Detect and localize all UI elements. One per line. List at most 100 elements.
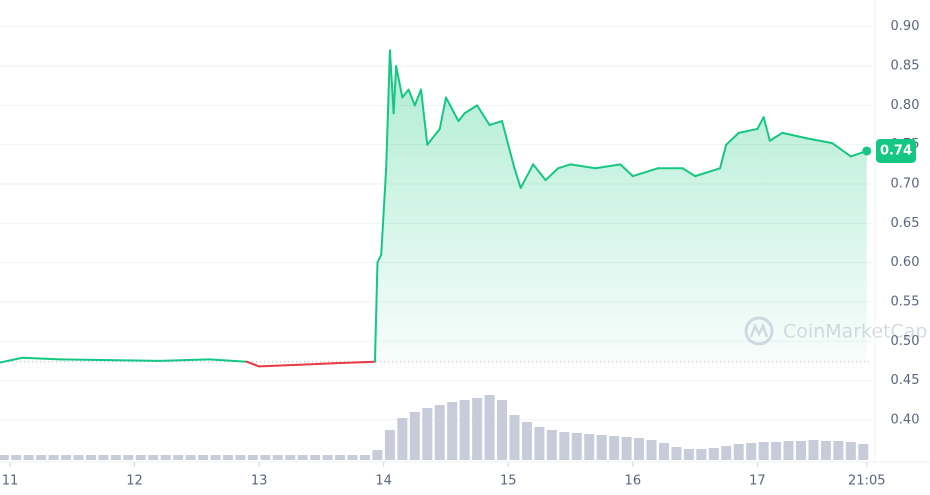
x-tick-label: 17	[749, 474, 766, 489]
price-line-segment	[438, 96, 447, 130]
volume-bar	[658, 443, 669, 460]
volume-bar	[210, 455, 221, 460]
line-layer	[0, 49, 872, 368]
volume-bar	[733, 444, 744, 460]
price-line-segment	[544, 167, 560, 182]
price-line-segment	[413, 88, 423, 107]
volume-bar	[73, 455, 84, 460]
price-line-segment	[0, 356, 24, 364]
volume-bar	[123, 455, 134, 460]
volume-bar	[634, 438, 645, 460]
price-line-segment	[513, 167, 522, 189]
y-tick-label: 0.70	[891, 177, 920, 192]
volume-bar	[484, 395, 495, 460]
price-line-segment	[594, 163, 622, 170]
y-tick-label: 0.60	[891, 255, 920, 270]
price-line-segment	[719, 143, 728, 170]
y-tick-label: 0.50	[891, 334, 920, 349]
price-line-segment	[395, 65, 404, 99]
volume-bar	[397, 418, 408, 460]
volume-bar	[808, 440, 819, 460]
price-line-segment	[831, 142, 852, 158]
volume-bar	[422, 408, 433, 460]
volume-bar	[247, 455, 258, 460]
price-line-segment	[380, 167, 388, 256]
current-price-dot	[862, 146, 872, 156]
volume-bar	[833, 441, 844, 460]
volume-bar	[260, 455, 271, 460]
volume-bar	[447, 402, 458, 460]
volume-bar	[272, 455, 283, 460]
price-line-segment	[631, 167, 659, 178]
price-line-segment	[463, 104, 479, 115]
volume-bar	[310, 455, 321, 460]
price-line-segment	[557, 163, 572, 170]
y-tick-label: 0.55	[891, 294, 920, 309]
volume-bar	[297, 455, 308, 460]
volume-bar	[858, 444, 869, 460]
volume-bar	[434, 405, 445, 460]
y-tick-label: 0.40	[891, 412, 920, 427]
x-tick-label: 16	[625, 474, 642, 489]
watermark-logo-mark	[749, 322, 769, 338]
volume-bar	[683, 449, 694, 460]
watermark-logo	[744, 316, 774, 346]
volume-bar	[11, 455, 22, 460]
volume-bar	[0, 455, 9, 460]
volume-bar	[347, 455, 358, 460]
y-tick-label: 0.80	[891, 98, 920, 113]
volume-bar	[795, 441, 806, 460]
volume-bar	[409, 412, 420, 460]
volume-bar	[820, 441, 831, 460]
volume-bar	[671, 447, 682, 460]
y-tick-label: 0.65	[891, 216, 920, 231]
volume-bar	[696, 449, 707, 460]
price-line-segment	[158, 358, 211, 362]
current-price-badge	[876, 138, 916, 163]
volume-bar	[23, 455, 34, 460]
volume-bar	[721, 446, 732, 460]
price-line-segment	[806, 137, 834, 145]
volume-bar	[472, 398, 483, 460]
price-line-segment	[208, 358, 248, 363]
volume-bar	[621, 437, 632, 460]
price-line-segment	[376, 253, 383, 264]
x-tick-label: 12	[126, 474, 143, 489]
x-tick-label: 21:05	[848, 474, 885, 489]
price-line-segment	[619, 163, 634, 178]
price-line-segment	[108, 359, 161, 362]
price-line-segment	[681, 167, 697, 178]
volume-bar	[509, 415, 520, 460]
volume-bar	[758, 442, 769, 460]
volume-bar	[148, 455, 159, 460]
y-tick-label: 0.90	[891, 19, 920, 34]
price-line-segment	[332, 360, 376, 365]
volume-bar	[222, 455, 233, 460]
price-line-segment	[762, 116, 771, 142]
x-tick-label: 13	[251, 474, 268, 489]
volume-bar	[534, 427, 545, 460]
price-line-segment	[457, 112, 466, 123]
price-line-segment	[519, 163, 535, 189]
area-layer	[0, 50, 867, 362]
price-line-segment	[420, 88, 429, 146]
volume-bar	[746, 443, 757, 460]
volume-bar	[235, 455, 246, 460]
volume-bar	[322, 455, 333, 460]
price-line-segment	[737, 127, 759, 134]
price-line-segment	[245, 360, 261, 368]
price-line-segment	[426, 127, 441, 146]
volume-bar	[160, 455, 171, 460]
volume-bar	[173, 455, 184, 460]
price-line-segment	[768, 131, 784, 142]
volume-bar	[384, 430, 395, 460]
volume-bar	[571, 433, 582, 460]
volume-bar	[185, 455, 196, 460]
volume-bar	[497, 400, 508, 460]
volume-bar	[135, 455, 146, 460]
price-line-segment	[407, 88, 416, 107]
price-line-segment	[756, 116, 765, 130]
price-line-segment	[694, 167, 722, 178]
volume-bar	[845, 442, 856, 460]
